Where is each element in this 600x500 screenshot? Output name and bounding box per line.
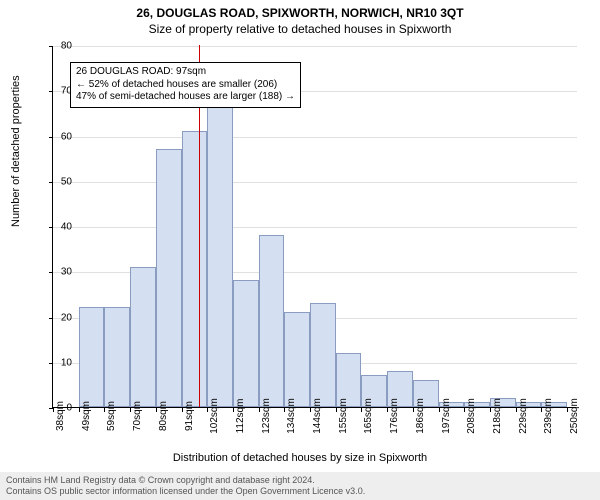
xtick-mark [567, 408, 568, 412]
x-axis-label: Distribution of detached houses by size … [0, 452, 600, 464]
xtick-label: 144sqm [312, 398, 323, 434]
ytick-label: 80 [61, 41, 72, 52]
histogram-bar [310, 303, 336, 407]
histogram-bar [233, 280, 259, 407]
xtick-mark [130, 408, 131, 412]
xtick-label: 134sqm [286, 398, 297, 434]
xtick-label: 59sqm [106, 401, 117, 431]
annotation-line: 26 DOUGLAS ROAD: 97sqm [76, 66, 295, 79]
gridline [53, 227, 577, 228]
histogram-bar [79, 307, 105, 407]
xtick-label: 80sqm [158, 401, 169, 431]
annotation-line: ← 52% of detached houses are smaller (20… [76, 79, 295, 92]
ytick-mark [49, 91, 53, 92]
xtick-mark [490, 408, 491, 412]
xtick-label: 70sqm [132, 401, 143, 431]
xtick-mark [182, 408, 183, 412]
histogram-bar [156, 149, 182, 407]
histogram-bar [130, 267, 156, 407]
xtick-label: 218sqm [492, 398, 503, 434]
xtick-label: 91sqm [184, 401, 195, 431]
histogram-bar [104, 307, 130, 407]
xtick-label: 229sqm [518, 398, 529, 434]
histogram-bar [259, 235, 285, 407]
xtick-label: 239sqm [543, 398, 554, 434]
xtick-label: 250sqm [569, 398, 580, 434]
xtick-mark [336, 408, 337, 412]
xtick-mark [53, 408, 54, 412]
xtick-mark [439, 408, 440, 412]
ytick-label: 10 [61, 357, 72, 368]
ytick-label: 0 [66, 403, 72, 414]
xtick-mark [79, 408, 80, 412]
xtick-mark [413, 408, 414, 412]
ytick-mark [49, 272, 53, 273]
xtick-label: 155sqm [338, 398, 349, 434]
histogram-bar [284, 312, 310, 407]
annotation-line: 47% of semi-detached houses are larger (… [76, 91, 295, 104]
gridline [53, 46, 577, 47]
ytick-mark [49, 318, 53, 319]
histogram-bar [182, 131, 208, 407]
footer-attribution: Contains HM Land Registry data © Crown c… [0, 472, 600, 500]
y-axis-label: Number of detached properties [10, 75, 22, 227]
ytick-mark [49, 227, 53, 228]
gridline [53, 137, 577, 138]
ytick-label: 30 [61, 267, 72, 278]
ytick-label: 50 [61, 176, 72, 187]
xtick-label: 112sqm [235, 399, 246, 434]
gridline [53, 182, 577, 183]
ytick-label: 40 [61, 222, 72, 233]
xtick-label: 49sqm [81, 401, 92, 431]
histogram-bar [207, 104, 233, 407]
xtick-label: 123sqm [261, 398, 272, 434]
xtick-mark [516, 408, 517, 412]
xtick-mark [233, 408, 234, 412]
annotation-box: 26 DOUGLAS ROAD: 97sqm← 52% of detached … [70, 62, 301, 108]
xtick-label: 186sqm [415, 398, 426, 434]
page-title-address: 26, DOUGLAS ROAD, SPIXWORTH, NORWICH, NR… [0, 0, 600, 20]
ytick-label: 20 [61, 312, 72, 323]
xtick-label: 38sqm [55, 401, 66, 431]
xtick-mark [310, 408, 311, 412]
xtick-label: 102sqm [209, 398, 220, 434]
xtick-label: 208sqm [466, 398, 477, 434]
xtick-label: 197sqm [441, 398, 452, 434]
xtick-mark [259, 408, 260, 412]
footer-line-2: Contains OS public sector information li… [6, 486, 594, 497]
ytick-label: 60 [61, 131, 72, 142]
xtick-label: 176sqm [389, 398, 400, 434]
xtick-mark [156, 408, 157, 412]
ytick-mark [49, 182, 53, 183]
footer-line-1: Contains HM Land Registry data © Crown c… [6, 475, 594, 486]
ytick-mark [49, 46, 53, 47]
xtick-label: 165sqm [363, 398, 374, 434]
ytick-mark [49, 363, 53, 364]
ytick-mark [49, 137, 53, 138]
page-title-subtitle: Size of property relative to detached ho… [0, 20, 600, 36]
